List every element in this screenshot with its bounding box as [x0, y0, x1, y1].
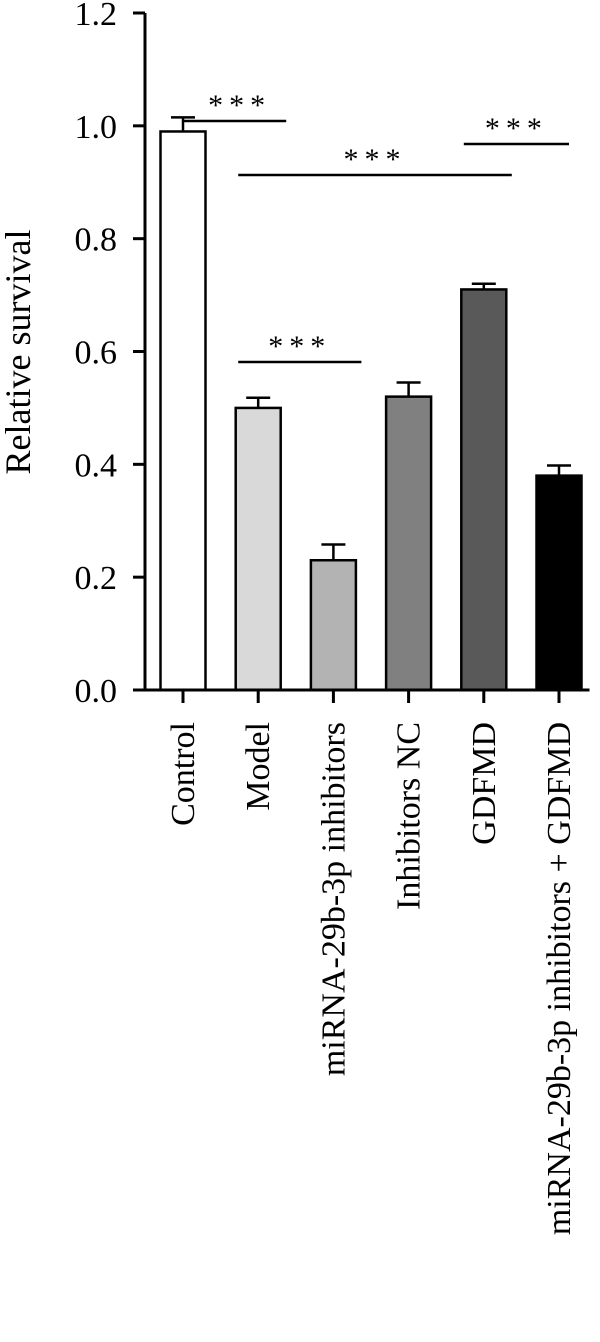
y-tick-label: 0.6 [75, 335, 118, 372]
bar [535, 474, 583, 692]
bars [159, 116, 583, 692]
y-tick-label: 1.0 [75, 109, 118, 146]
bar [159, 130, 207, 692]
significance-label: *** [208, 89, 271, 122]
bar [234, 406, 282, 692]
significance-label: *** [268, 330, 331, 363]
y-tick-label: 0.2 [75, 560, 118, 597]
y-tick-label: 0.4 [75, 447, 118, 484]
x-axis: Control Model miRNA-29b-3p inhibitors Inhib… [143, 688, 590, 1235]
y-tick-label: 0.0 [75, 673, 118, 710]
x-tick-label: miRNA-29b-3p inhibitors + GDFMD [541, 722, 578, 1235]
y-axis-label: Relative survival [0, 230, 38, 475]
x-tick-label: Inhibitors NC [391, 722, 428, 910]
significance-annotations: *** *** *** *** [183, 89, 569, 364]
bar [460, 288, 508, 692]
y-tick-label: 0.8 [75, 222, 118, 259]
x-tick-label: miRNA-29b-3p inhibitors [315, 722, 352, 1076]
x-tick-label: GDFMD [466, 722, 503, 845]
x-tick-label: Model [240, 722, 277, 811]
significance-label: *** [344, 143, 407, 176]
bar [309, 558, 358, 692]
significance-label: *** [485, 112, 548, 145]
y-tick-label: 1.2 [75, 0, 118, 33]
bar [384, 395, 433, 692]
x-tick-label: Control [165, 722, 202, 826]
y-axis: 0.0 0.2 0.4 0.6 0.8 1.0 1.2 [75, 0, 147, 710]
